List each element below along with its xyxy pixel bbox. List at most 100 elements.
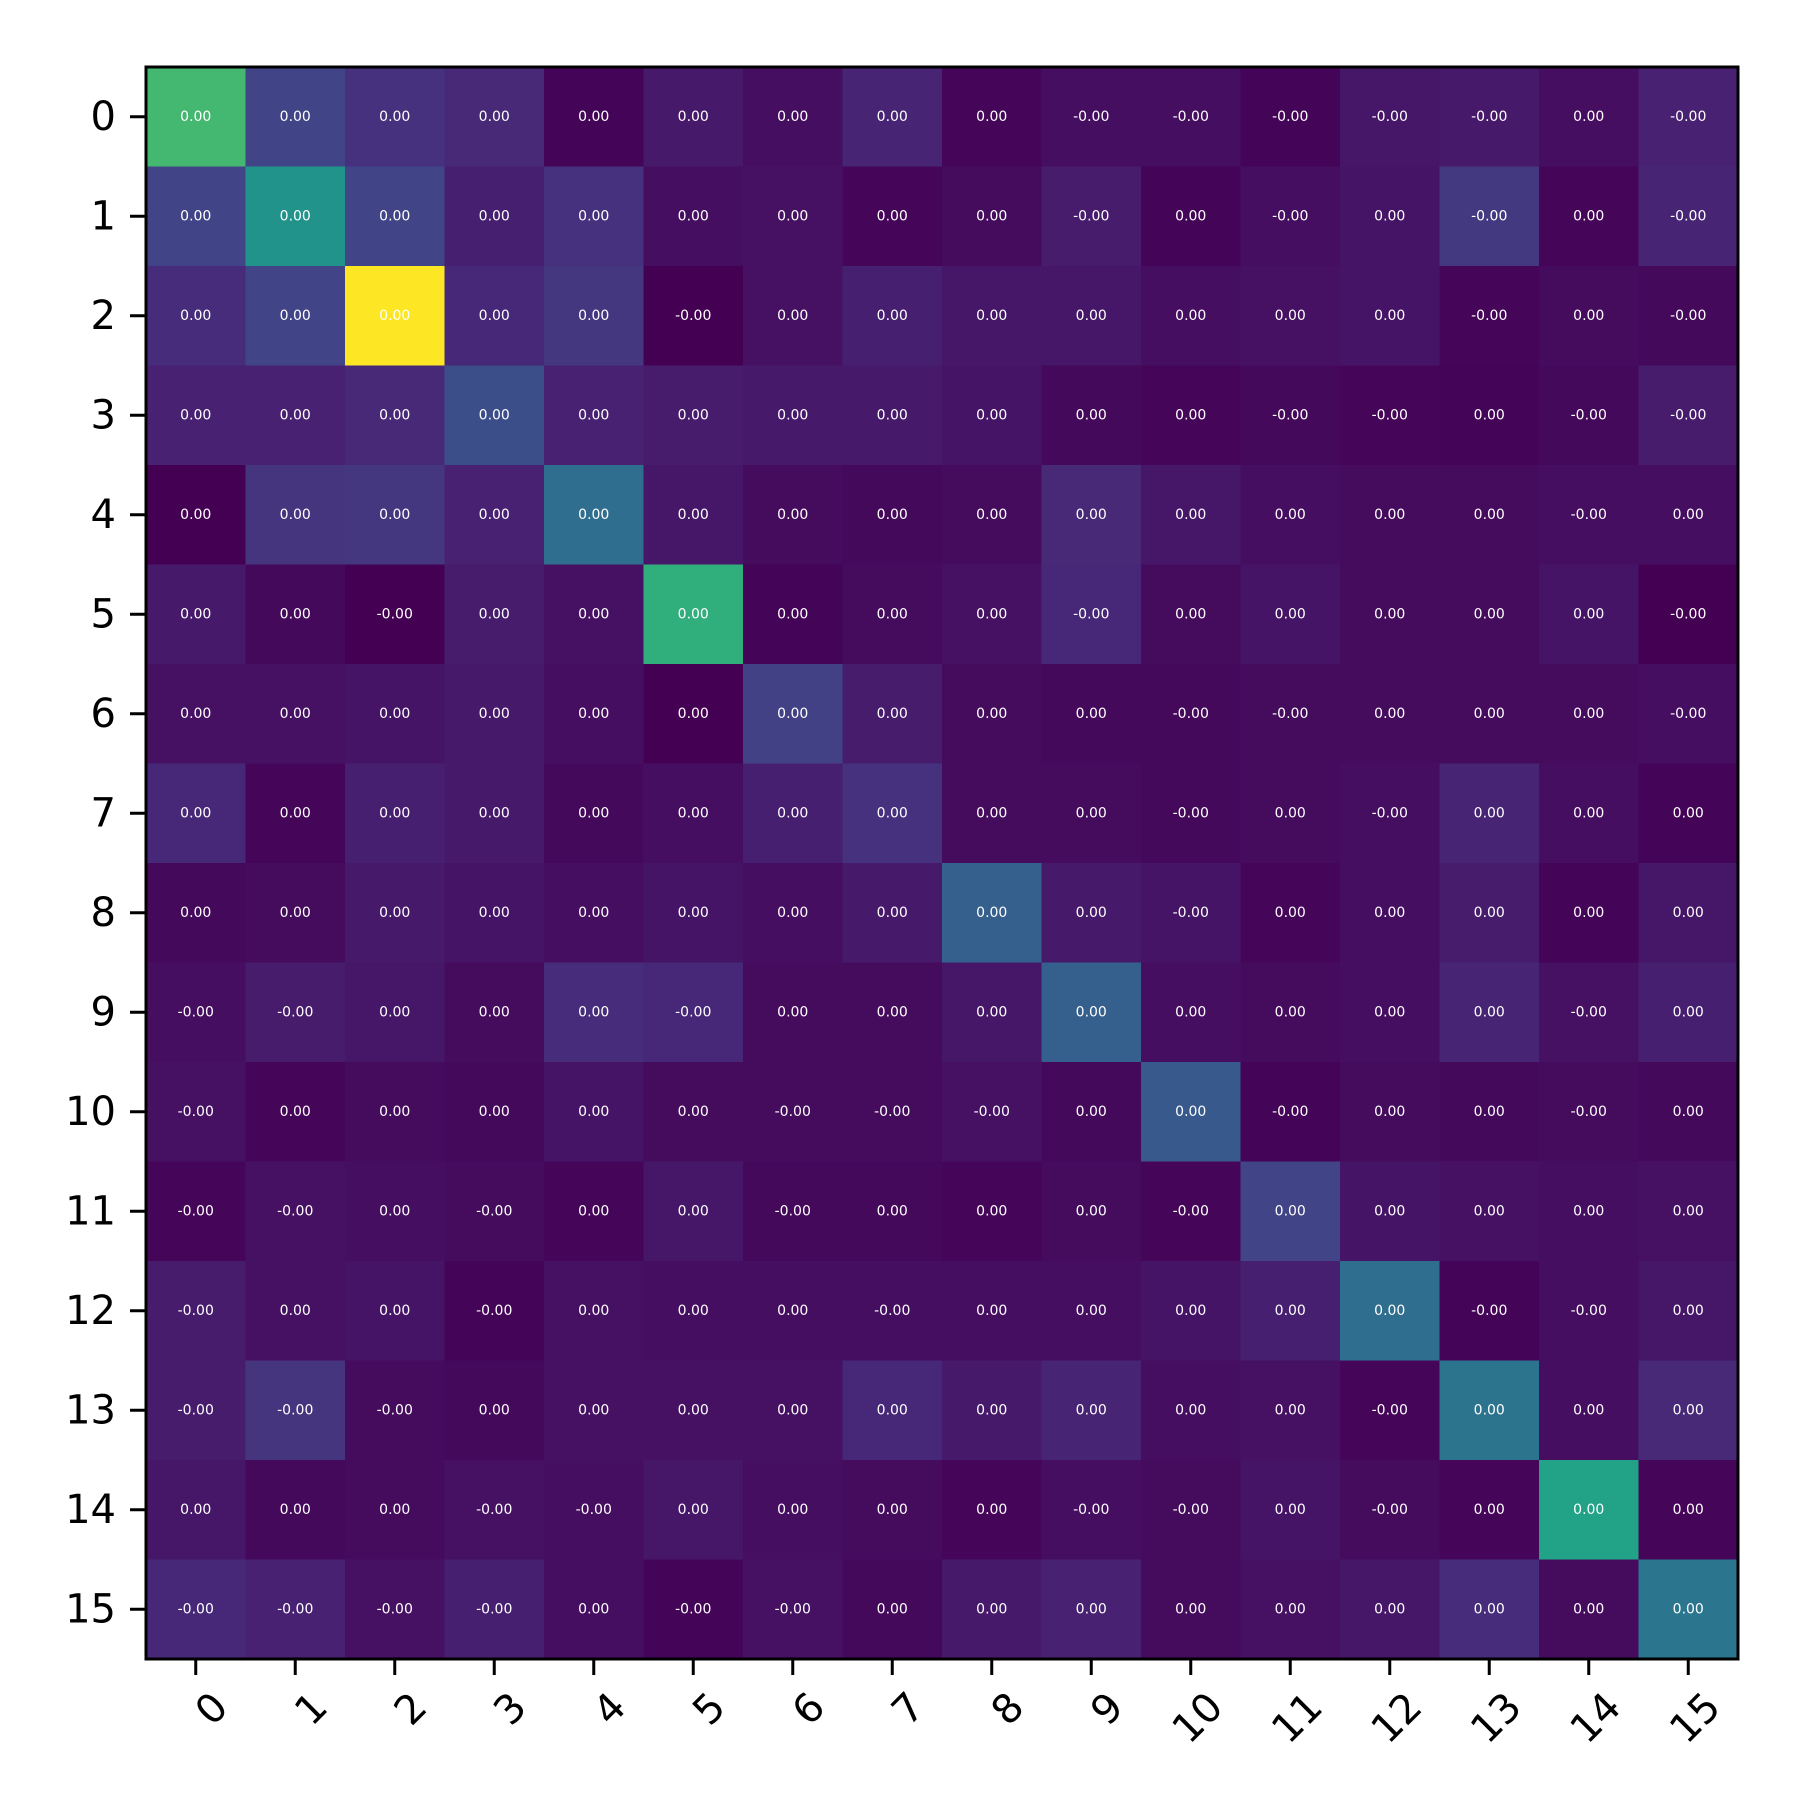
cell-value-label: 0.00 (1175, 407, 1206, 423)
heatmap-cell (743, 166, 844, 267)
heatmap-cell (842, 1261, 943, 1362)
cell-value-label: -0.00 (1272, 1104, 1308, 1120)
heatmap-cell (643, 166, 744, 267)
cell-value-label: -0.00 (476, 1601, 512, 1617)
cell-value-label: 0.00 (1573, 706, 1604, 722)
cell-value-label: -0.00 (178, 1104, 214, 1120)
heatmap-cell (1638, 1161, 1739, 1262)
cell-value-label: -0.00 (1173, 805, 1209, 821)
cell-value-label: 0.00 (578, 1203, 609, 1219)
cell-value-label: -0.00 (1471, 109, 1507, 125)
heatmap-cell (1638, 1460, 1739, 1561)
heatmap-cell (942, 1559, 1043, 1660)
heatmap-cell (1638, 962, 1739, 1063)
cell-value-label: 0.00 (877, 1402, 908, 1418)
cell-value-label: 0.00 (1076, 905, 1107, 921)
heatmap-cell (743, 1261, 844, 1362)
heatmap-cell (1240, 266, 1341, 367)
cell-value-label: 0.00 (777, 1502, 808, 1518)
heatmap-cell (842, 763, 943, 864)
cell-value-label: 0.00 (1076, 1104, 1107, 1120)
heatmap-cell (1539, 763, 1640, 864)
heatmap-cell (1240, 664, 1341, 765)
heatmap-cell (1240, 763, 1341, 864)
heatmap-cell (444, 1460, 545, 1561)
heatmap-cell (1240, 1261, 1341, 1362)
heatmap-cell (146, 763, 247, 864)
heatmap-cell (842, 266, 943, 367)
heatmap-cell (743, 1460, 844, 1561)
cell-value-label: 0.00 (976, 208, 1007, 224)
cell-value-label: 0.00 (678, 1104, 709, 1120)
heatmap-cell (544, 1460, 645, 1561)
y-tick-label: 7 (91, 790, 116, 836)
heatmap-cell (245, 1161, 346, 1262)
heatmap-cell (1439, 1460, 1540, 1561)
cell-value-label: 0.00 (379, 308, 410, 324)
heatmap-cell (1638, 266, 1739, 367)
cell-value-label: 0.00 (1275, 507, 1306, 523)
heatmap-cell (245, 1559, 346, 1660)
cell-value-label: 0.00 (578, 507, 609, 523)
heatmap-cell (942, 763, 1043, 864)
heatmap-cell (1439, 166, 1540, 267)
heatmap-cell (1041, 1460, 1142, 1561)
heatmap-cell (1638, 67, 1739, 168)
cell-value-label: -0.00 (178, 1303, 214, 1319)
y-tick-label: 8 (91, 890, 116, 936)
cell-value-label: -0.00 (1272, 706, 1308, 722)
cell-value-label: -0.00 (775, 1601, 811, 1617)
cell-value-label: -0.00 (576, 1502, 612, 1518)
cell-value-label: -0.00 (1471, 208, 1507, 224)
cell-value-label: 0.00 (1474, 1402, 1505, 1418)
heatmap-cell (245, 863, 346, 964)
cell-value-label: 0.00 (280, 1104, 311, 1120)
cell-value-label: 0.00 (976, 905, 1007, 921)
cell-value-label: 0.00 (1474, 805, 1505, 821)
heatmap-cell (146, 1161, 247, 1262)
heatmap-cell (743, 863, 844, 964)
cell-value-label: -0.00 (1670, 308, 1706, 324)
cell-value-label: 0.00 (976, 1303, 1007, 1319)
cell-value-label: -0.00 (1272, 109, 1308, 125)
cell-value-label: 0.00 (777, 805, 808, 821)
cell-value-label: 0.00 (976, 308, 1007, 324)
heatmap-cell (643, 67, 744, 168)
cell-value-label: -0.00 (1571, 1303, 1607, 1319)
cell-value-label: 0.00 (777, 507, 808, 523)
cell-value-label: 0.00 (777, 1402, 808, 1418)
heatmap-cell (544, 1161, 645, 1262)
cell-value-label: 0.00 (180, 905, 211, 921)
cell-value-label: 0.00 (1573, 1203, 1604, 1219)
cell-value-label: -0.00 (178, 1601, 214, 1617)
heatmap-cell (1041, 763, 1142, 864)
heatmap-cell (743, 465, 844, 566)
cell-value-label: 0.00 (877, 109, 908, 125)
heatmap-cell (544, 1559, 645, 1660)
heatmap-cell (1340, 962, 1441, 1063)
heatmap-cell (146, 1062, 247, 1163)
heatmap-cell (643, 1360, 744, 1461)
cell-value-label: 0.00 (976, 1203, 1007, 1219)
cell-value-label: 0.00 (578, 208, 609, 224)
heatmap-cell (444, 365, 545, 466)
cell-value-label: -0.00 (1073, 208, 1109, 224)
heatmap-cell (146, 365, 247, 466)
heatmap-cell (1240, 863, 1341, 964)
heatmap-cell (942, 1460, 1043, 1561)
heatmap-cell (245, 365, 346, 466)
cell-value-label: -0.00 (1073, 606, 1109, 622)
cell-value-label: 0.00 (1573, 1502, 1604, 1518)
heatmap-cell (1439, 67, 1540, 168)
heatmap-cell (1439, 664, 1540, 765)
heatmap-cell (345, 166, 446, 267)
heatmap-cell (1240, 465, 1341, 566)
cell-value-label: 0.00 (678, 507, 709, 523)
heatmap-cell (1141, 166, 1242, 267)
heatmap-cell (1638, 763, 1739, 864)
heatmap-cell (643, 763, 744, 864)
cell-value-label: 0.00 (1175, 1004, 1206, 1020)
cell-value-label: 0.00 (578, 805, 609, 821)
heatmap-cell (1340, 1460, 1441, 1561)
cell-value-label: 0.00 (379, 407, 410, 423)
